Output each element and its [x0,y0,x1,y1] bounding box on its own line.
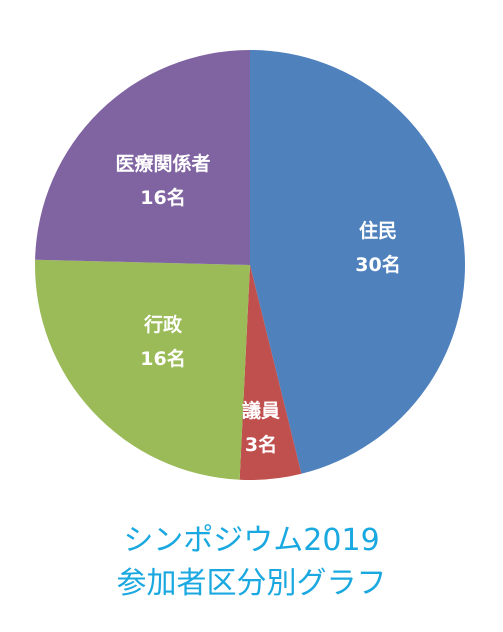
chart-title-line-1: シンポジウム2019 [123,523,380,558]
slice-value-label-3: 16名 [140,347,185,370]
pie-slices [34,50,465,481]
pie-slice-3 [34,259,250,480]
slice-value-label-1: 30名 [355,253,400,276]
pie-slice-2 [239,265,302,481]
slice-value-label-2: 3名 [245,433,277,456]
slice-value-label-4: 16名 [140,186,185,209]
pie-slice-1 [250,50,465,474]
slice-label-4: 医療関係者 [115,152,210,175]
slice-label-1: 住民 [359,219,397,242]
slice-label-3: 行政 [143,313,183,336]
slice-label-2: 議員 [242,399,280,422]
pie-slice-4 [35,50,251,265]
chart-title-line-2: 参加者区分別グラフ [116,566,387,601]
